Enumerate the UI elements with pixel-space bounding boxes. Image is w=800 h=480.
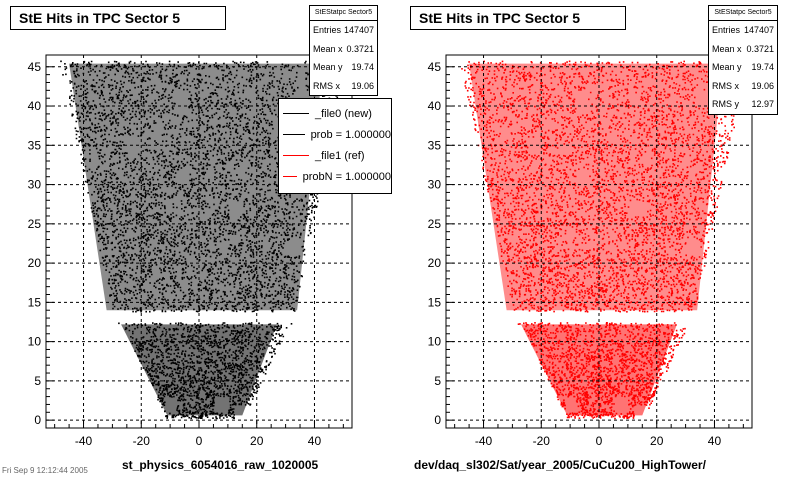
legend-entry: prob = 1.000000 xyxy=(279,124,391,145)
right-stats-label: Mean y xyxy=(712,62,742,73)
y-tick-label: 15 xyxy=(28,295,42,309)
right-stats-value: 0.3721 xyxy=(746,43,774,54)
legend-line xyxy=(283,155,309,156)
y-tick-label: 25 xyxy=(428,217,442,231)
left-stats-label: RMS x xyxy=(313,80,340,91)
left-stats-label: Mean y xyxy=(313,62,343,73)
axes: -40 -20 0 20 40 0 5 10 15 20 25 30 35 40 45 xyxy=(428,60,744,448)
left-x-axis-label: st_physics_6054016_raw_1020005 xyxy=(122,458,319,472)
y-tick-label: 30 xyxy=(428,178,442,192)
right-stats-title: StEStatpc Sector5 xyxy=(709,6,777,21)
dense-region-upper xyxy=(469,63,724,311)
right-stats-label: Mean x xyxy=(712,43,742,54)
grid-lines xyxy=(446,55,752,428)
y-tick-label: 45 xyxy=(428,60,442,74)
left-stats-value: 147407 xyxy=(343,25,374,36)
x-tick-label: 0 xyxy=(196,434,203,448)
right-plot-svg: -40 -20 0 20 40 0 5 10 15 20 25 30 35 40 45 xyxy=(428,54,753,448)
y-tick-label: 10 xyxy=(428,335,442,349)
left-stats-value: 19.06 xyxy=(351,80,374,91)
left-stats-value: 0.3721 xyxy=(346,43,374,54)
right-stats-row: Mean x 0.3721 xyxy=(709,40,777,59)
left-stats-row: RMS x 19.06 xyxy=(310,77,377,96)
x-tick-label: 0 xyxy=(596,434,603,448)
legend-label: prob = 1.000000 xyxy=(310,128,391,141)
legend-box: _file0 (new) prob = 1.000000 _file1 (ref… xyxy=(278,98,392,194)
right-stats-value: 12.97 xyxy=(751,99,774,110)
right-stats-label: RMS x xyxy=(712,80,739,91)
x-tick-label: 40 xyxy=(708,434,722,448)
y-tick-label: 30 xyxy=(28,178,42,192)
legend-entry: _file1 (ref) xyxy=(279,145,391,166)
left-stats-box: StEStatpc Sector5 Entries 147407 Mean x 0.… xyxy=(309,5,378,96)
left-stats-title: StEStatpc Sector5 xyxy=(310,6,377,21)
right-pad: -40 -20 0 20 40 0 5 10 15 20 25 30 35 40 45 StE Hits i… xyxy=(400,0,800,480)
y-tick-label: 45 xyxy=(28,60,42,74)
right-stats-row: Mean y 19.74 xyxy=(709,58,777,77)
right-stats-value: 19.06 xyxy=(751,80,774,91)
left-stats-row: Mean y 19.74 xyxy=(310,58,377,77)
x-tick-label: 40 xyxy=(308,434,322,448)
y-tick-label: 25 xyxy=(28,217,42,231)
right-plot-title: StE Hits in TPC Sector 5 xyxy=(410,6,626,30)
right-stats-box: StEStatpc Sector5 Entries 147407 Mean x 0.… xyxy=(708,5,778,115)
y-tick-label: 40 xyxy=(28,99,42,113)
x-tick-label: -40 xyxy=(75,434,93,448)
left-plot-title: StE Hits in TPC Sector 5 xyxy=(10,6,226,30)
legend-entry: _file0 (new) xyxy=(279,103,391,124)
y-tick-label: 0 xyxy=(34,413,41,427)
hit-points xyxy=(461,60,747,420)
right-stats-value: 19.74 xyxy=(751,62,774,73)
right-stats-row: RMS x 19.06 xyxy=(709,77,777,96)
y-tick-label: 35 xyxy=(428,138,442,152)
left-stats-row: Mean x 0.3721 xyxy=(310,40,377,59)
legend-label: _file1 (ref) xyxy=(315,149,365,162)
y-tick-label: 0 xyxy=(434,413,441,427)
legend-label: probN = 1.000000 xyxy=(302,170,391,183)
left-stats-label: Entries xyxy=(313,25,342,36)
x-tick-label: -40 xyxy=(475,434,493,448)
footer-date: Fri Sep 9 12:12:44 2005 xyxy=(2,466,88,475)
x-tick-label: 20 xyxy=(250,434,264,448)
axes: -40 -20 0 20 40 0 5 10 15 20 25 30 35 40 45 xyxy=(28,60,344,448)
hit-point-cloud xyxy=(60,60,348,420)
right-x-axis-label: dev/daq_sl302/Sat/year_2005/CuCu200_High… xyxy=(414,458,706,472)
x-tick-label: 20 xyxy=(650,434,664,448)
legend-line xyxy=(283,176,297,177)
legend-label: _file0 (new) xyxy=(315,107,372,120)
y-tick-label: 5 xyxy=(34,374,41,388)
y-tick-label: 40 xyxy=(428,99,442,113)
x-tick-label: -20 xyxy=(133,434,151,448)
y-tick-label: 15 xyxy=(428,295,442,309)
legend-line xyxy=(283,113,309,114)
hit-points xyxy=(60,60,348,420)
right-stats-row: Entries 147407 xyxy=(709,21,777,40)
dense-region-upper xyxy=(69,63,324,311)
right-stats-label: Entries xyxy=(712,25,741,36)
legend-entry: probN = 1.000000 xyxy=(279,166,391,187)
left-stats-label: Mean x xyxy=(313,43,343,54)
left-plot-svg: -40 -20 0 20 40 0 5 10 15 20 25 30 35 40 45 xyxy=(28,54,353,448)
y-tick-label: 20 xyxy=(28,256,42,270)
left-stats-value: 19.74 xyxy=(351,62,374,73)
y-tick-label: 5 xyxy=(434,374,441,388)
y-tick-label: 35 xyxy=(28,138,42,152)
left-stats-row: Entries 147407 xyxy=(310,21,377,40)
x-tick-label: -20 xyxy=(533,434,551,448)
y-tick-label: 10 xyxy=(28,335,42,349)
y-tick-label: 20 xyxy=(428,256,442,270)
right-stats-row: RMS y 12.97 xyxy=(709,95,777,114)
legend-line xyxy=(283,134,305,135)
left-pad: -40 -20 0 20 40 0 5 10 15 20 25 30 35 40 45 StE Hits i… xyxy=(2,5,392,475)
right-stats-label: RMS y xyxy=(712,99,739,110)
right-stats-value: 147407 xyxy=(743,25,774,36)
